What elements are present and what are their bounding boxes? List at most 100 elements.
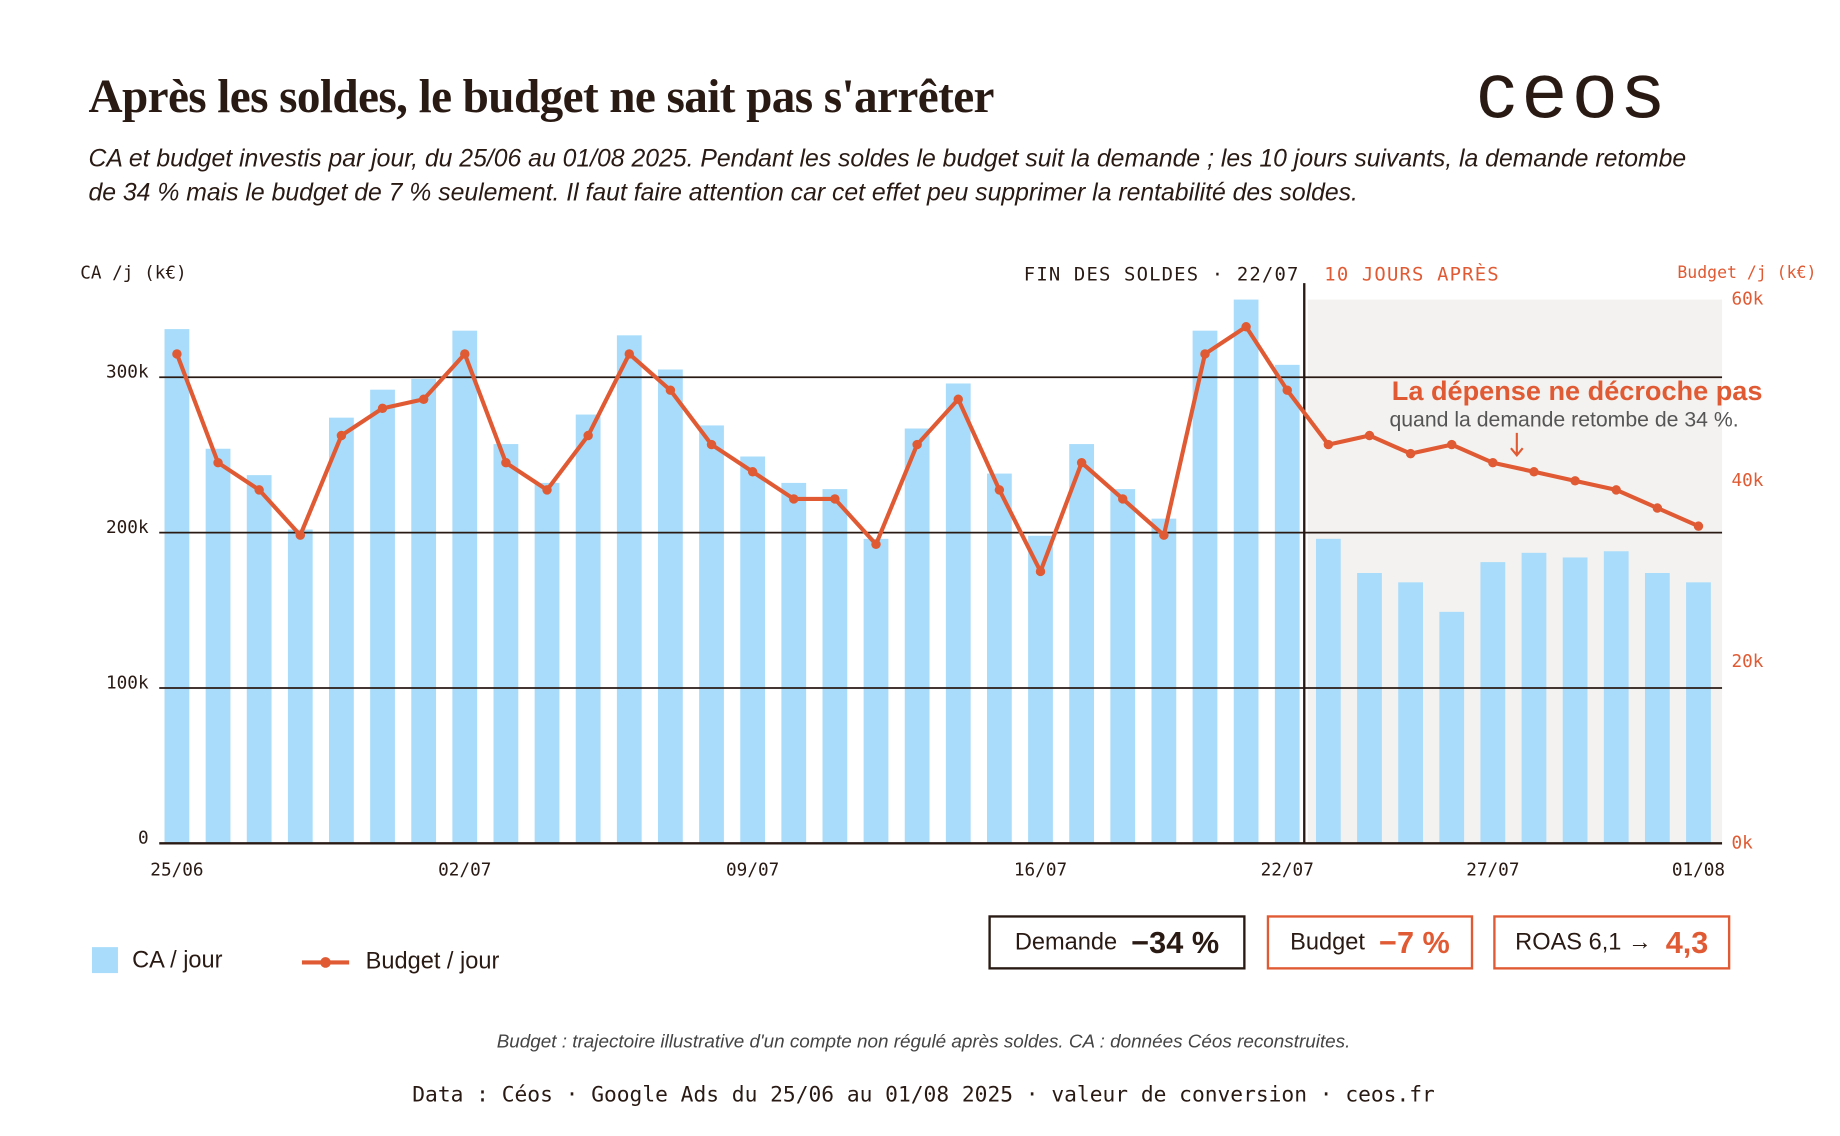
bar bbox=[411, 378, 437, 844]
point bbox=[1076, 457, 1087, 468]
point bbox=[418, 394, 429, 404]
y2-tick-label: 40k bbox=[1731, 471, 1763, 491]
point bbox=[912, 439, 922, 450]
bar bbox=[1480, 562, 1506, 844]
annotation: FIN DES SOLDES · 22/07 bbox=[1024, 263, 1300, 285]
bar bbox=[1603, 551, 1629, 844]
point bbox=[871, 539, 881, 549]
kpi-box: Budget −7 % bbox=[1266, 915, 1474, 970]
point bbox=[542, 485, 552, 495]
bar bbox=[616, 335, 642, 844]
logo: ceos bbox=[1476, 46, 1670, 134]
title: Après les soldes, le budget ne sait pas … bbox=[88, 69, 994, 123]
point bbox=[1035, 566, 1046, 577]
point bbox=[1447, 439, 1457, 450]
x-tick-label: 22/07 bbox=[1261, 860, 1314, 880]
kpi-label: Demande bbox=[1014, 928, 1118, 955]
bar bbox=[246, 475, 272, 844]
kpi-label: ROAS 6,1 → bbox=[1515, 928, 1652, 955]
point bbox=[1693, 521, 1704, 531]
point bbox=[336, 430, 347, 441]
bar bbox=[1398, 582, 1423, 844]
point bbox=[377, 403, 388, 414]
kpi-value: −34 % bbox=[1131, 924, 1220, 960]
legend-swatch bbox=[92, 947, 118, 974]
bar bbox=[1069, 444, 1095, 844]
point bbox=[1323, 439, 1334, 450]
bar bbox=[1274, 364, 1300, 844]
bar bbox=[205, 448, 231, 844]
y-axis-label: CA /j (k€) bbox=[80, 264, 187, 284]
bar bbox=[945, 383, 971, 844]
bar bbox=[493, 444, 519, 844]
point bbox=[1282, 385, 1292, 395]
point bbox=[706, 439, 717, 450]
point bbox=[789, 494, 799, 504]
point bbox=[172, 349, 182, 359]
callout-text: quand la demande retombe de 34 %. bbox=[1389, 409, 1738, 432]
bar bbox=[1233, 299, 1259, 844]
kpi-value: 4,3 bbox=[1665, 924, 1709, 960]
kpi-label: Budget bbox=[1290, 928, 1365, 955]
legend-label: CA / jour bbox=[132, 947, 223, 973]
y2-axis-label: Budget /j (k€) bbox=[1677, 263, 1816, 282]
x-tick-label: 16/07 bbox=[1014, 860, 1067, 880]
source: Data : Céos · Google Ads du 25/06 au 01/… bbox=[412, 1082, 1435, 1108]
bar bbox=[329, 417, 354, 844]
bar bbox=[1110, 489, 1136, 844]
point bbox=[1488, 457, 1498, 468]
y-tick-label: 200k bbox=[106, 518, 149, 538]
legend-swatch bbox=[320, 957, 331, 968]
point bbox=[254, 485, 264, 495]
bar bbox=[904, 428, 930, 844]
footnote: Budget : trajectoire illustrative d'un c… bbox=[496, 1032, 1351, 1053]
callout-arrow bbox=[1510, 432, 1524, 457]
point bbox=[747, 467, 758, 477]
point bbox=[1241, 322, 1251, 332]
bar bbox=[370, 389, 395, 844]
point bbox=[665, 385, 676, 395]
bar bbox=[822, 489, 848, 844]
bar bbox=[164, 329, 190, 844]
point bbox=[583, 430, 593, 441]
x-tick-label: 25/06 bbox=[150, 860, 203, 880]
point bbox=[1529, 467, 1539, 477]
point bbox=[1570, 476, 1580, 486]
point bbox=[213, 457, 223, 468]
point bbox=[953, 394, 963, 404]
y2-tick-label: 0k bbox=[1731, 833, 1753, 853]
bar bbox=[986, 473, 1012, 844]
bar bbox=[1357, 573, 1382, 844]
point bbox=[1159, 530, 1169, 540]
point bbox=[1405, 448, 1416, 459]
bar bbox=[1686, 582, 1711, 844]
point bbox=[1200, 349, 1210, 359]
bar bbox=[452, 330, 478, 844]
y-tick-label: 0 bbox=[138, 829, 149, 849]
bar bbox=[1192, 330, 1218, 844]
kpi-value: −7 % bbox=[1379, 924, 1450, 960]
point bbox=[460, 349, 470, 359]
y2-tick-label: 60k bbox=[1731, 290, 1763, 310]
bar bbox=[863, 538, 889, 844]
bar bbox=[658, 369, 683, 844]
bar bbox=[740, 456, 766, 844]
bar bbox=[575, 414, 601, 844]
x-tick-label: 09/07 bbox=[726, 860, 779, 880]
annotation: 10 JOURS APRÈS bbox=[1324, 262, 1499, 285]
x-tick-label: 27/07 bbox=[1466, 860, 1519, 880]
x-tick-label: 02/07 bbox=[438, 860, 491, 880]
line bbox=[174, 324, 1700, 574]
legend-label: Budget / jour bbox=[366, 948, 500, 974]
point bbox=[624, 349, 634, 359]
bar bbox=[1644, 573, 1670, 844]
bar bbox=[1151, 518, 1177, 844]
point bbox=[830, 494, 840, 504]
point bbox=[994, 485, 1005, 495]
kpi-box: Demande −34 % bbox=[988, 915, 1246, 970]
point bbox=[1118, 494, 1128, 504]
point bbox=[1652, 503, 1663, 513]
